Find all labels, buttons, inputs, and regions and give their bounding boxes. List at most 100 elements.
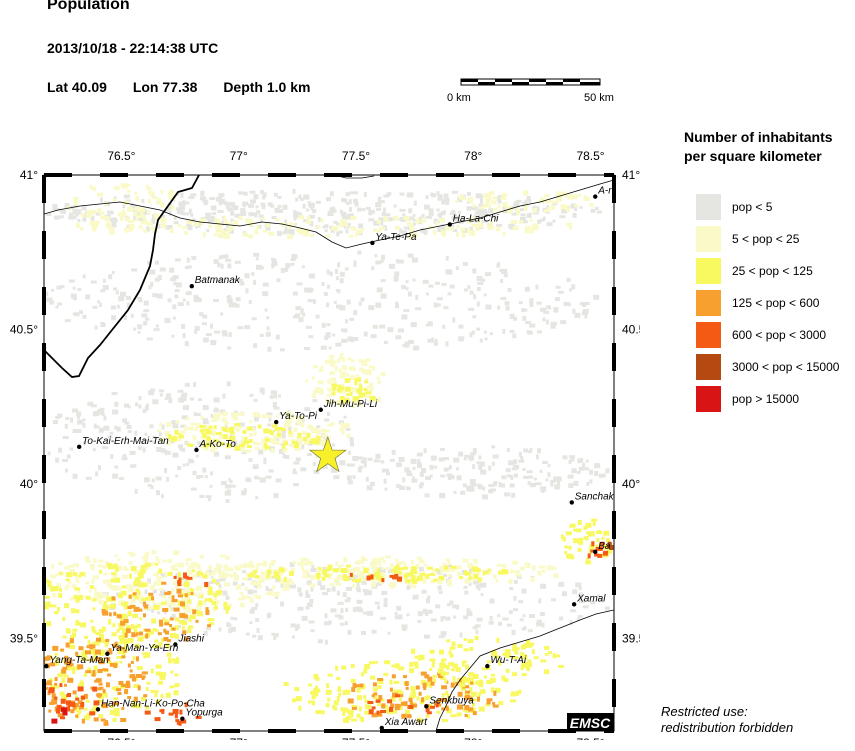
density-cell	[149, 424, 154, 429]
density-cell	[87, 640, 91, 646]
density-cell	[96, 637, 101, 642]
density-cell	[443, 467, 450, 471]
density-cell	[190, 212, 194, 217]
density-cell	[65, 417, 70, 420]
density-cell	[329, 583, 335, 587]
density-cell	[115, 290, 119, 295]
density-cell	[458, 451, 464, 457]
density-cell	[282, 453, 286, 459]
density-cell	[158, 680, 163, 685]
density-cell	[228, 478, 232, 482]
density-cell	[513, 201, 520, 207]
density-cell	[50, 563, 54, 569]
density-cell	[416, 575, 423, 581]
density-cell	[174, 578, 178, 583]
density-cell	[409, 695, 416, 699]
density-cell	[597, 553, 603, 558]
density-cell	[262, 229, 268, 233]
density-cell	[598, 473, 603, 478]
density-cell	[296, 282, 303, 286]
density-cell	[191, 592, 197, 597]
density-cell	[179, 613, 186, 619]
density-cell	[159, 389, 164, 393]
density-cell	[476, 228, 480, 232]
density-cell	[320, 585, 326, 591]
density-cell	[231, 412, 237, 418]
axis-labels: 76.5°76.5°77°77°77.5°77.5°78°78°78.5°78.…	[10, 149, 640, 740]
density-cell	[327, 412, 330, 416]
density-cell	[263, 413, 267, 418]
frame-ticks	[42, 173, 616, 733]
density-cell	[130, 660, 134, 664]
density-cell	[143, 300, 149, 306]
density-cell	[79, 594, 84, 600]
density-cell	[89, 184, 93, 189]
density-cell	[474, 559, 478, 565]
density-cell	[159, 393, 163, 397]
density-cell	[112, 572, 118, 578]
density-cell	[103, 415, 107, 421]
density-cell	[116, 614, 122, 619]
density-cell	[526, 196, 531, 201]
density-cell	[345, 229, 349, 234]
density-cell	[527, 659, 532, 665]
density-cell	[110, 454, 114, 459]
density-cell	[449, 226, 454, 231]
density-cell	[174, 563, 181, 568]
density-cell	[350, 375, 355, 379]
density-cell	[395, 303, 400, 309]
density-cell	[94, 649, 101, 655]
density-cell	[238, 422, 245, 427]
density-cell	[66, 666, 71, 671]
density-cell	[555, 191, 562, 197]
density-cell	[169, 685, 175, 689]
density-cell	[183, 609, 187, 615]
density-cell	[70, 635, 74, 639]
density-cell	[98, 629, 104, 633]
density-cell	[141, 198, 145, 203]
density-cell	[442, 562, 447, 566]
density-cell	[509, 569, 514, 574]
density-cell	[102, 579, 108, 584]
density-cell	[497, 614, 501, 618]
density-cell	[62, 666, 68, 670]
density-cell	[190, 563, 196, 568]
density-cell	[325, 703, 330, 708]
density-cell	[327, 271, 333, 275]
density-cell	[98, 559, 104, 563]
density-cell	[379, 568, 386, 573]
density-cell	[546, 565, 553, 571]
density-cell	[527, 629, 533, 633]
frame-tick	[42, 567, 46, 595]
density-cell	[155, 217, 160, 221]
density-cell	[146, 337, 153, 341]
density-cell	[208, 565, 212, 570]
density-cell	[98, 465, 101, 471]
density-cell	[504, 301, 510, 306]
density-cell	[114, 566, 119, 572]
density-cell	[606, 544, 613, 548]
density-cell	[111, 572, 117, 576]
density-cell	[338, 368, 342, 373]
density-cell	[83, 441, 86, 446]
density-cell	[450, 668, 455, 672]
city-marker	[95, 707, 101, 712]
density-cell	[113, 701, 120, 706]
density-cell	[486, 680, 493, 685]
density-cell	[176, 604, 180, 610]
density-cell	[430, 337, 434, 343]
density-cell	[93, 411, 99, 417]
lat-tick-label-right: 41°	[622, 168, 640, 182]
density-cell	[363, 668, 368, 674]
density-cell	[107, 435, 113, 439]
density-cell	[293, 210, 297, 216]
density-cell	[154, 629, 159, 633]
density-cell	[446, 708, 452, 714]
density-cell	[384, 213, 391, 217]
density-cell	[472, 674, 479, 679]
density-cell	[471, 569, 477, 575]
density-cell	[377, 684, 382, 689]
density-cell	[526, 639, 531, 644]
density-cell	[429, 649, 435, 654]
density-cell	[244, 586, 248, 591]
